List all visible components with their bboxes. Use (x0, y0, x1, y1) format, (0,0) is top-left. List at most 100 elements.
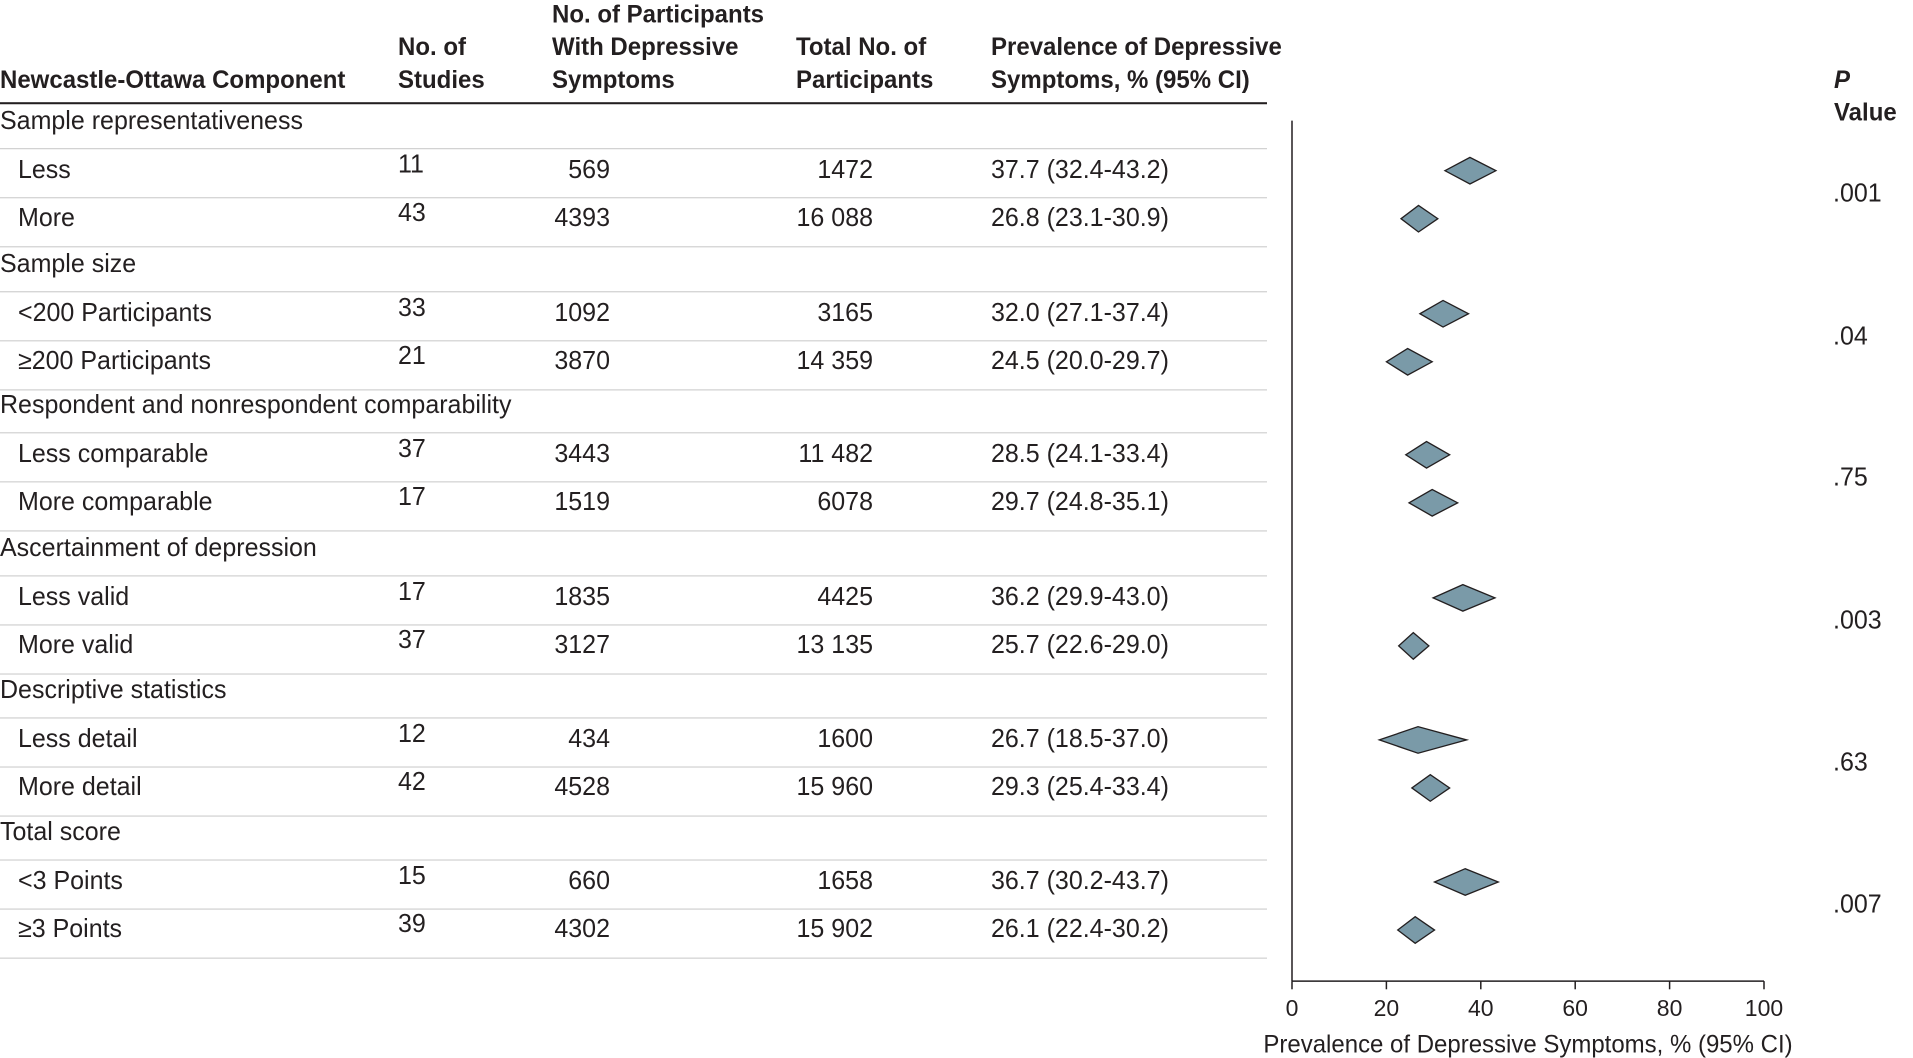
prevalence-diamond (1432, 867, 1501, 896)
row-label: Less detail (18, 724, 138, 754)
header-total: Total No. of Participants (796, 33, 934, 95)
prevalence-diamond (1385, 347, 1434, 376)
cell-depressive: 3127 (554, 630, 610, 660)
row-divider (0, 717, 1267, 719)
x-tick-label: 0 (1286, 995, 1299, 1021)
cell-total: 14 359 (796, 346, 873, 376)
p-value: .001 (1833, 178, 1882, 208)
cell-studies: 33 (398, 293, 426, 322)
header-studies: No. of Studies (398, 33, 485, 95)
row-label: More comparable (18, 487, 213, 517)
row-divider (0, 481, 1267, 483)
row-divider (0, 246, 1267, 248)
cell-prevalence: 25.7 (22.6-29.0) (991, 630, 1169, 660)
cell-depressive: 1835 (554, 582, 610, 612)
row-divider (0, 340, 1267, 342)
cell-depressive: 569 (568, 155, 610, 184)
header-p-rest: Value (1834, 99, 1897, 127)
row-divider (0, 957, 1267, 959)
row-divider (0, 148, 1267, 150)
header-p-value: P Value (1834, 64, 1913, 129)
cell-prevalence: 36.2 (29.9-43.0) (991, 582, 1169, 612)
cell-depressive: 4393 (554, 203, 610, 232)
cell-total: 16 088 (796, 203, 873, 232)
row-label: More detail (18, 772, 142, 802)
group-label: Sample representativeness (0, 106, 303, 135)
cell-depressive: 1092 (554, 298, 610, 328)
prevalence-diamond (1396, 915, 1436, 945)
prevalence-diamond (1407, 488, 1460, 517)
cell-total: 1600 (817, 724, 873, 754)
group-label: Ascertainment of depression (0, 533, 317, 563)
row-label: Less (18, 155, 71, 184)
x-tick-label: 80 (1657, 995, 1683, 1021)
cell-studies: 37 (398, 434, 426, 463)
row-label: ≥3 Points (18, 914, 123, 944)
p-value: .007 (1833, 890, 1882, 919)
cell-depressive: 3870 (554, 346, 610, 376)
row-label: <200 Participants (18, 298, 212, 328)
cell-total: 15 960 (796, 772, 873, 802)
cell-total: 4425 (817, 582, 873, 612)
cell-prevalence: 26.7 (18.5-37.0) (991, 724, 1169, 754)
header-prevalence: Prevalence of Depressive Symptoms, % (95… (991, 33, 1282, 95)
prevalence-diamond (1377, 725, 1470, 754)
cell-prevalence: 32.0 (27.1-37.4) (991, 298, 1169, 328)
p-value: .003 (1833, 606, 1882, 635)
prevalence-diamond (1410, 773, 1451, 803)
cell-prevalence: 28.5 (24.1-33.4) (991, 439, 1169, 469)
header-rule (0, 102, 1267, 105)
x-tick-label: 100 (1745, 995, 1783, 1021)
cell-studies: 17 (398, 482, 426, 511)
cell-depressive: 4302 (554, 914, 610, 944)
cell-total: 11 482 (798, 439, 873, 469)
row-divider (0, 197, 1267, 199)
row-label: Less valid (18, 582, 130, 612)
row-label: More (18, 203, 75, 232)
row-divider (0, 530, 1267, 532)
group-label: Total score (0, 817, 121, 847)
cell-total: 13 135 (796, 630, 873, 660)
prevalence-diamond (1404, 440, 1451, 469)
cell-prevalence: 29.3 (25.4-33.4) (991, 772, 1169, 802)
row-divider (0, 291, 1267, 293)
cell-studies: 17 (398, 577, 426, 607)
cell-prevalence: 26.8 (23.1-30.9) (991, 203, 1169, 232)
x-tick-label: 20 (1374, 995, 1400, 1021)
cell-studies: 37 (398, 625, 426, 655)
cell-depressive: 1519 (554, 487, 610, 517)
cell-total: 3165 (817, 298, 873, 328)
group-label: Descriptive statistics (0, 675, 227, 705)
cell-studies: 42 (398, 767, 426, 797)
cell-prevalence: 37.7 (32.4-43.2) (991, 155, 1169, 184)
cell-total: 1472 (817, 155, 873, 184)
row-divider (0, 432, 1267, 434)
row-divider (0, 575, 1267, 577)
cell-studies: 11 (398, 150, 424, 179)
cell-studies: 15 (398, 861, 426, 891)
header-p-italic: P (1834, 66, 1851, 95)
cell-studies: 39 (398, 909, 426, 939)
prevalence-diamond (1397, 631, 1430, 661)
row-divider (0, 815, 1267, 817)
cell-depressive: 660 (568, 866, 610, 896)
p-value: .04 (1833, 321, 1868, 351)
header-component: Newcastle-Ottawa Component (0, 66, 346, 95)
cell-depressive: 3443 (554, 439, 610, 469)
row-divider (0, 766, 1267, 768)
x-axis-title: Prevalence of Depressive Symptoms, % (95… (1263, 1031, 1792, 1057)
group-label: Respondent and nonrespondent comparabili… (0, 390, 512, 420)
row-label: <3 Points (18, 866, 123, 896)
cell-prevalence: 26.1 (22.4-30.2) (991, 914, 1169, 944)
prevalence-diamond (1399, 204, 1440, 233)
prevalence-diamond (1431, 583, 1497, 612)
p-value: .75 (1833, 462, 1868, 492)
row-label: ≥200 Participants (18, 346, 211, 376)
row-divider (0, 673, 1267, 675)
row-divider (0, 908, 1267, 910)
cell-total: 6078 (817, 487, 873, 517)
cell-studies: 21 (398, 341, 426, 370)
row-label: Less comparable (18, 439, 209, 469)
